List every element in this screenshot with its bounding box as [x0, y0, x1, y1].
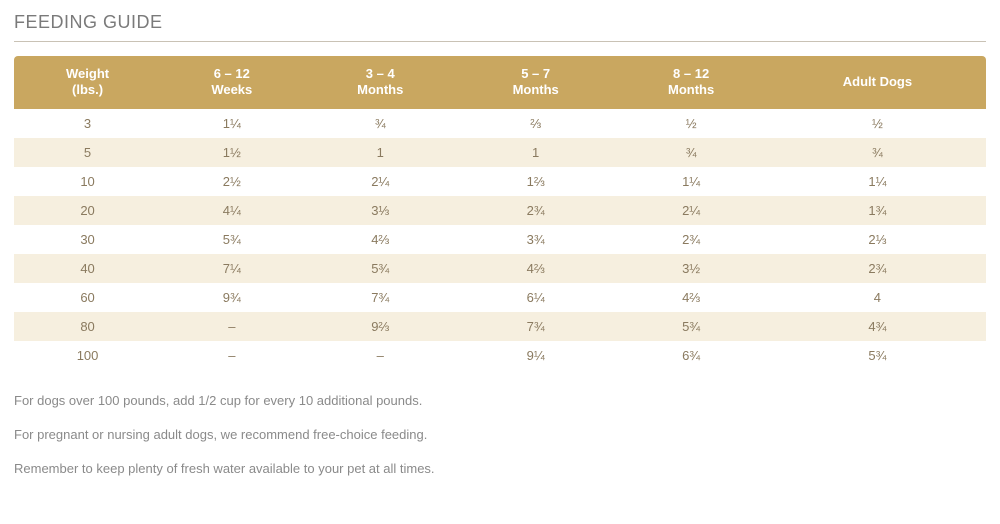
- table-row: 102½2¼1⅔1¼1¼: [14, 167, 986, 196]
- table-cell: ¾: [613, 138, 768, 167]
- table-cell: 4⅔: [303, 225, 458, 254]
- table-cell: ½: [613, 109, 768, 138]
- table-cell: 1: [458, 138, 613, 167]
- table-row: 609¾7¾6¼4⅔4: [14, 283, 986, 312]
- table-cell: 5¾: [769, 341, 986, 370]
- note-line-1: For pregnant or nursing adult dogs, we r…: [14, 426, 986, 444]
- table-cell: 3¾: [458, 225, 613, 254]
- table-cell: 3½: [613, 254, 768, 283]
- table-cell: 2¼: [303, 167, 458, 196]
- table-cell: 5¾: [303, 254, 458, 283]
- page-title: FEEDING GUIDE: [14, 12, 986, 33]
- table-cell: ½: [769, 109, 986, 138]
- table-cell: 40: [14, 254, 161, 283]
- column-header-5: Adult Dogs: [769, 56, 986, 109]
- table-cell: 30: [14, 225, 161, 254]
- table-cell: 6¼: [458, 283, 613, 312]
- table-row: 100––9¼6¾5¾: [14, 341, 986, 370]
- column-header-3: 5 – 7Months: [458, 56, 613, 109]
- table-cell: 100: [14, 341, 161, 370]
- table-cell: 5¾: [161, 225, 302, 254]
- table-cell: 7¾: [303, 283, 458, 312]
- table-cell: 5: [14, 138, 161, 167]
- table-cell: 2¾: [458, 196, 613, 225]
- table-cell: 6¾: [613, 341, 768, 370]
- table-cell: 9⅔: [303, 312, 458, 341]
- table-cell: 1¼: [613, 167, 768, 196]
- table-cell: 10: [14, 167, 161, 196]
- table-cell: 2⅓: [769, 225, 986, 254]
- notes-section: For dogs over 100 pounds, add 1/2 cup fo…: [14, 392, 986, 479]
- table-cell: 9¼: [458, 341, 613, 370]
- table-cell: 4⅔: [613, 283, 768, 312]
- column-header-2: 3 – 4Months: [303, 56, 458, 109]
- column-header-0: Weight(lbs.): [14, 56, 161, 109]
- table-cell: 4¼: [161, 196, 302, 225]
- table-cell: 3: [14, 109, 161, 138]
- table-cell: 1¾: [769, 196, 986, 225]
- table-cell: 80: [14, 312, 161, 341]
- table-cell: ⅔: [458, 109, 613, 138]
- table-cell: 2¾: [613, 225, 768, 254]
- table-row: 204¼3⅓2¾2¼1¾: [14, 196, 986, 225]
- table-cell: 1¼: [769, 167, 986, 196]
- table-body: 31¼¾⅔½½51½11¾¾102½2¼1⅔1¼1¼204¼3⅓2¾2¼1¾30…: [14, 109, 986, 370]
- table-cell: 1¼: [161, 109, 302, 138]
- table-header: Weight(lbs.)6 – 12Weeks3 – 4Months5 – 7M…: [14, 56, 986, 109]
- table-cell: 2½: [161, 167, 302, 196]
- table-row: 407¼5¾4⅔3½2¾: [14, 254, 986, 283]
- table-row: 31¼¾⅔½½: [14, 109, 986, 138]
- feeding-guide-table: Weight(lbs.)6 – 12Weeks3 – 4Months5 – 7M…: [14, 56, 986, 370]
- table-cell: 60: [14, 283, 161, 312]
- table-cell: ¾: [769, 138, 986, 167]
- table-cell: 7¾: [458, 312, 613, 341]
- table-row: 80–9⅔7¾5¾4¾: [14, 312, 986, 341]
- table-cell: –: [161, 341, 302, 370]
- table-row: 305¾4⅔3¾2¾2⅓: [14, 225, 986, 254]
- column-header-1: 6 – 12Weeks: [161, 56, 302, 109]
- table-cell: 9¾: [161, 283, 302, 312]
- note-line-2: Remember to keep plenty of fresh water a…: [14, 460, 986, 478]
- table-cell: 4⅔: [458, 254, 613, 283]
- note-line-0: For dogs over 100 pounds, add 1/2 cup fo…: [14, 392, 986, 410]
- title-divider: [14, 41, 986, 42]
- table-cell: 1½: [161, 138, 302, 167]
- table-cell: –: [161, 312, 302, 341]
- table-cell: 4¾: [769, 312, 986, 341]
- table-cell: 7¼: [161, 254, 302, 283]
- table-cell: 4: [769, 283, 986, 312]
- table-cell: 2¼: [613, 196, 768, 225]
- table-cell: 3⅓: [303, 196, 458, 225]
- table-cell: 1: [303, 138, 458, 167]
- table-row: 51½11¾¾: [14, 138, 986, 167]
- column-header-4: 8 – 12Months: [613, 56, 768, 109]
- table-cell: 5¾: [613, 312, 768, 341]
- table-cell: 2¾: [769, 254, 986, 283]
- table-cell: –: [303, 341, 458, 370]
- table-cell: 20: [14, 196, 161, 225]
- table-cell: ¾: [303, 109, 458, 138]
- table-cell: 1⅔: [458, 167, 613, 196]
